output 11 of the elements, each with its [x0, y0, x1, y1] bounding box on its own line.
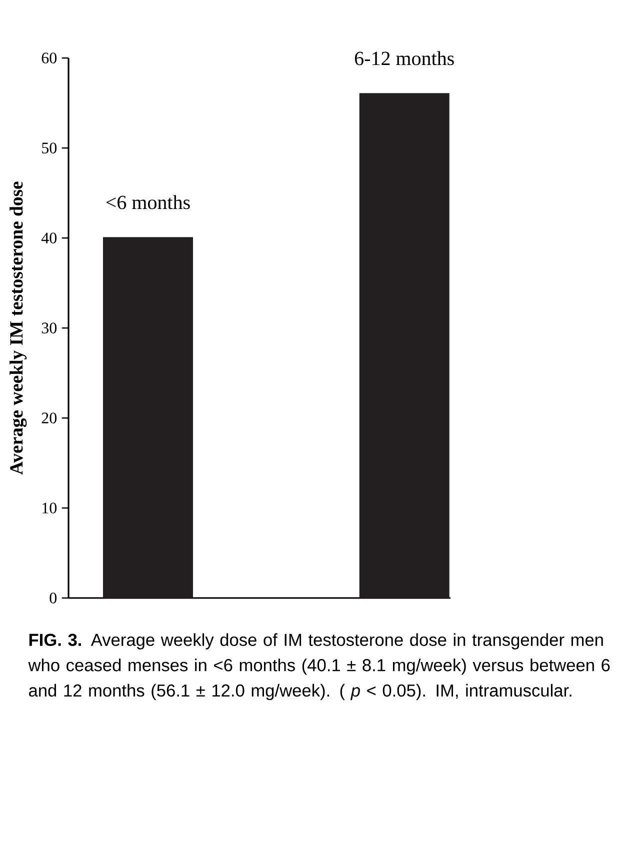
y-tick-label: 0 [50, 592, 57, 604]
y-tick-label: 50 [42, 142, 57, 154]
x-tick-label: <6 months [106, 195, 190, 210]
y-tick-label: 10 [42, 502, 57, 514]
y-tick-label: 40 [41, 232, 57, 244]
x-tick-label: 6-12 months [354, 51, 454, 66]
y-tick-label: 60 [42, 52, 57, 64]
y-axis-title: Average weekly IM testosterone dose [10, 182, 27, 475]
y-tick-label: 30 [42, 322, 57, 334]
y-tick-label: 20 [42, 412, 57, 424]
text: FIG. 3. Average weekly dose of IM testosterone dose in transgender men who ceased menses in <6 months (40.1 ± 8.1 mg/week) versus between 6 and 12 months (56.1 ± 12.0 mg/week). ( p < 0.05). IM, intramuscular. [28, 633, 610, 700]
